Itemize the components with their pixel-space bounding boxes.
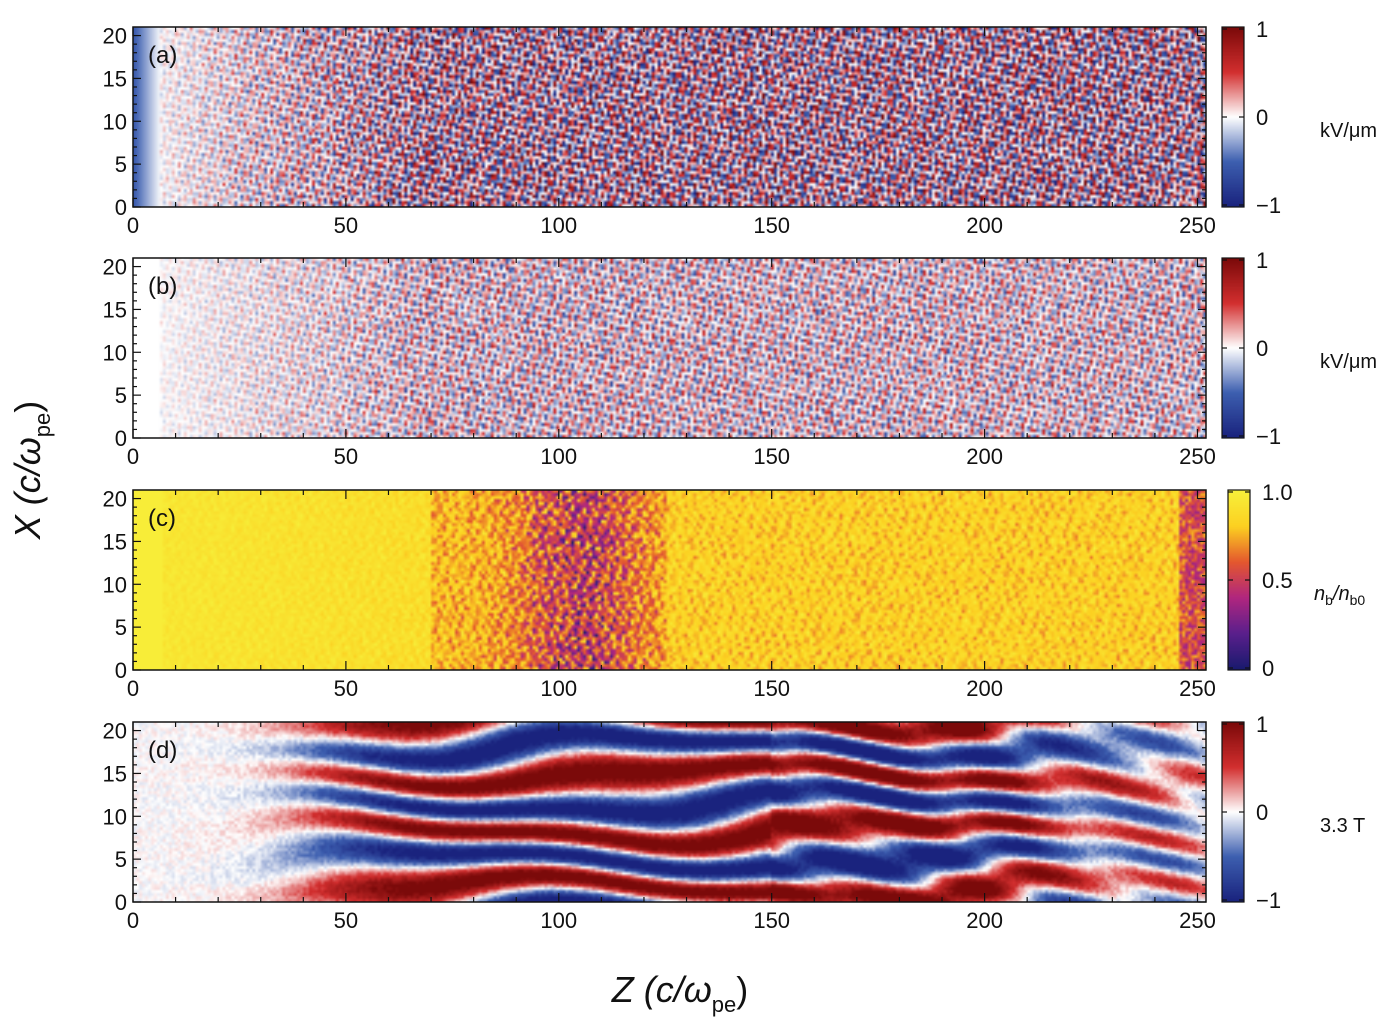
x-tick-label: 150	[753, 908, 790, 933]
y-tick-label: 5	[115, 847, 127, 872]
panel-label: (a)	[148, 42, 177, 69]
x-tick-label: 250	[1179, 908, 1216, 933]
colorbar-tick-label: 0	[1256, 800, 1268, 825]
colorbar-tick-label: 0	[1256, 336, 1268, 361]
colorbar-unit: kV/μm	[1320, 351, 1377, 373]
colorbar-tick-label: 0	[1262, 656, 1274, 681]
y-tick-label: 15	[103, 66, 127, 91]
colorbar	[1222, 27, 1244, 207]
colorbar-tick-label: −1	[1256, 424, 1281, 449]
colorbar-unit: nb/nb0	[1314, 583, 1365, 608]
x-tick-label: 150	[753, 444, 790, 469]
x-tick-label: 250	[1179, 213, 1216, 238]
colorbar-unit: kV/μm	[1320, 120, 1377, 142]
x-tick-label: 250	[1179, 676, 1216, 701]
y-tick-label: 20	[103, 255, 127, 280]
x-tick-label: 150	[753, 213, 790, 238]
plot-frame	[132, 721, 1207, 903]
y-axis-title: X (c/ωpe)	[7, 401, 55, 541]
y-tick-label: 15	[103, 529, 127, 554]
x-tick-label: 50	[334, 213, 358, 238]
x-tick-label: 100	[540, 444, 577, 469]
x-tick-label: 50	[334, 444, 358, 469]
colorbar-tick-label: −1	[1256, 888, 1281, 913]
y-tick-label: 20	[103, 487, 127, 512]
colorbar	[1222, 722, 1244, 902]
x-tick-label: 250	[1179, 444, 1216, 469]
colorbar	[1222, 258, 1244, 438]
heatmap-a	[133, 27, 1206, 207]
panel-label: (d)	[148, 737, 177, 764]
heatmap-b	[133, 258, 1206, 438]
panel-c: 0 50 100 150 200 250 0 5 10 15 20 (c) 1.0 0.5 0 nb/nb0	[103, 480, 1366, 701]
y-tick-label: 20	[103, 24, 127, 49]
x-tick-label: 50	[334, 676, 358, 701]
colorbar-tick-label: 1	[1256, 712, 1268, 737]
colorbar-tick-label: 0	[1256, 105, 1268, 130]
colorbar-tick-label: −1	[1256, 193, 1281, 218]
y-tick-label: 10	[103, 109, 127, 134]
x-tick-label: 0	[127, 213, 139, 238]
y-tick-label: 5	[115, 152, 127, 177]
y-tick-label: 15	[103, 297, 127, 322]
colorbar-tick-label: 1	[1256, 17, 1268, 42]
x-tick-label: 0	[127, 676, 139, 701]
colorbar	[1228, 490, 1250, 670]
colorbar-tick-label: 1.0	[1262, 480, 1293, 505]
y-tick-label: 0	[115, 195, 127, 220]
y-tick-label: 0	[115, 426, 127, 451]
y-tick-label: 10	[103, 804, 127, 829]
panel-label: (b)	[148, 273, 177, 300]
colorbar-tick-label: 0.5	[1262, 568, 1293, 593]
heatmap-d	[133, 722, 1206, 902]
x-tick-label: 200	[966, 676, 1003, 701]
x-axis-title: Z (c/ωpe)	[611, 969, 749, 1017]
y-tick-label: 10	[103, 572, 127, 597]
y-tick-label: 0	[115, 890, 127, 915]
y-tick-label: 15	[103, 761, 127, 786]
x-tick-label: 200	[966, 444, 1003, 469]
heatmap-c	[133, 490, 1206, 670]
plot-frame	[132, 257, 1207, 439]
plot-frame	[132, 26, 1207, 208]
y-tick-label: 5	[115, 383, 127, 408]
colorbar-unit: 3.3 T	[1320, 815, 1365, 837]
x-tick-label: 50	[334, 908, 358, 933]
colorbar-tick-label: 1	[1256, 248, 1268, 273]
x-tick-label: 150	[753, 676, 790, 701]
x-tick-label: 200	[966, 213, 1003, 238]
x-tick-label: 200	[966, 908, 1003, 933]
x-tick-label: 0	[127, 444, 139, 469]
y-tick-label: 0	[115, 658, 127, 683]
x-tick-label: 100	[540, 676, 577, 701]
x-tick-label: 100	[540, 213, 577, 238]
y-tick-label: 20	[103, 719, 127, 744]
plot-frame	[132, 489, 1207, 671]
panel-label: (c)	[148, 505, 176, 532]
x-tick-label: 0	[127, 908, 139, 933]
y-tick-label: 5	[115, 615, 127, 640]
y-tick-label: 10	[103, 340, 127, 365]
x-tick-label: 100	[540, 908, 577, 933]
